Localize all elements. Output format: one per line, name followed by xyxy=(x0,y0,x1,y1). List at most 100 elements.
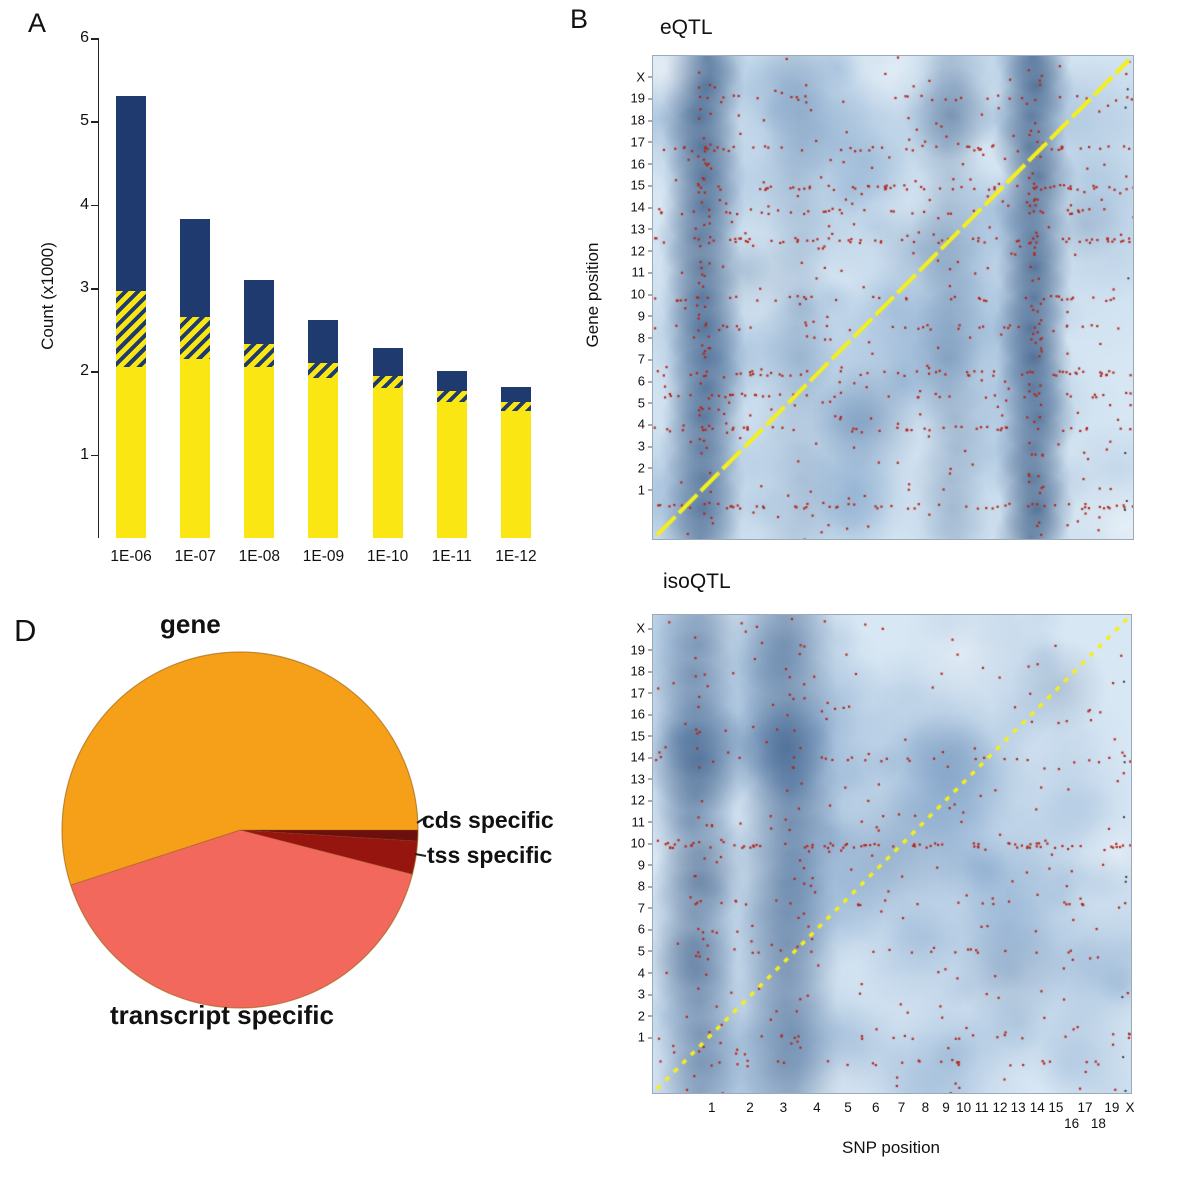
bar-group: 1E-11 xyxy=(420,38,484,565)
pie-label-transcript-specific: transcript specific xyxy=(110,1000,334,1030)
heatmap-y-tick-8: 8 xyxy=(637,878,654,894)
bar-y-tick: 4 xyxy=(80,195,89,213)
heatmap-y-tick-1: 1 xyxy=(637,1029,654,1045)
heatmap-x-tick-3: 3 xyxy=(779,1100,788,1115)
heatmap-y-tick-10: 10 xyxy=(630,835,654,851)
heatmap-y-tick-5: 5 xyxy=(637,943,654,959)
snp-position-axis-ticks: 1 2 3 4 5 6 7 8 9 10 11 12 13 14 15 16 17 18 19 X xyxy=(652,1100,1135,1134)
tss-leader-line xyxy=(414,853,427,857)
heatmap-x-tick-8: 8 xyxy=(921,1100,930,1115)
eqtl-title: eQTL xyxy=(660,16,713,39)
bar-segment-hatched-segment xyxy=(116,290,147,368)
heatmap-y-tick-14: 14 xyxy=(630,749,654,765)
heatmap-y-tick-16: 16 xyxy=(630,706,654,722)
bar-segment-yellow-segment xyxy=(500,411,531,538)
bar-y-tickmark xyxy=(91,288,99,290)
bar-x-label: 1E-11 xyxy=(431,548,472,565)
heatmap-y-tick-8: 8 xyxy=(637,330,654,346)
pie-label-gene: gene xyxy=(160,609,221,639)
pie-outline xyxy=(61,651,419,1009)
heatmap-y-tick-16: 16 xyxy=(630,156,654,172)
bar-segment-yellow-segment xyxy=(180,358,211,538)
panel-d-letter: D xyxy=(14,613,37,648)
bar-stack xyxy=(436,370,467,538)
panel-b-letter: B xyxy=(570,4,589,34)
heatmap-y-tick-6: 6 xyxy=(637,921,654,937)
bar-y-tickmark xyxy=(91,371,99,373)
bar-group: 1E-06 xyxy=(99,38,163,565)
heatmap-y-tick-3: 3 xyxy=(637,438,654,454)
heatmap-y-tick-12: 12 xyxy=(630,792,654,808)
heatmap-x-tick-16: 16 xyxy=(1064,1116,1080,1131)
bar-y-tick: 2 xyxy=(80,362,89,380)
bar-chart-plot-area: 1E-06 1E-07 1E-08 1E-09 1E-10 1E-11 1E-12 1 2 3 4… xyxy=(80,29,548,565)
bar-group: 1E-09 xyxy=(291,38,355,565)
pie-chart xyxy=(55,635,615,1055)
eqtl-y-axis-ticks: X 19 18 17 16 15 14 13 12 11 10 9 8 7 6 5 4 3 2 1 xyxy=(617,55,654,538)
bar-segment-navy-segment xyxy=(372,348,403,376)
bar-segment-navy-segment xyxy=(180,218,211,318)
pie-label-tss-specific: tss specific xyxy=(427,842,553,868)
bar-segment-yellow-segment xyxy=(308,378,339,538)
bar-y-tickmark xyxy=(91,38,99,40)
bar-y-tick: 6 xyxy=(80,29,89,46)
cds-leader-line xyxy=(416,816,427,824)
heatmap-x-tick-7: 7 xyxy=(897,1100,906,1115)
bar-y-tick: 3 xyxy=(80,279,89,296)
panel-d: D gene cds specific tss specific transcr… xyxy=(0,595,600,1181)
heatmap-y-tick-18: 18 xyxy=(630,112,654,128)
panel-b-eqtl: B eQTL Gene position X 19 18 17 16 15 14 13 12 11… xyxy=(565,0,1181,590)
bar-segment-hatched-segment xyxy=(500,402,531,412)
heatmap-y-tick-9: 9 xyxy=(637,857,654,873)
heatmap-x-tick-10: 10 xyxy=(956,1100,972,1115)
heatmap-x-tick-19: 19 xyxy=(1104,1100,1120,1115)
heatmap-y-tick-5: 5 xyxy=(637,395,654,411)
heatmap-y-tick-3: 3 xyxy=(637,986,654,1002)
snp-position-axis-label: SNP position xyxy=(842,1138,940,1157)
bar-y-tick: 5 xyxy=(80,112,89,130)
heatmap-x-tick-13: 13 xyxy=(1010,1100,1026,1115)
bar-group: 1E-10 xyxy=(356,38,420,565)
eqtl-density-plot xyxy=(652,55,1134,540)
heatmap-y-tick-1: 1 xyxy=(637,482,654,498)
bar-group: 1E-12 xyxy=(484,38,548,565)
isoqtl-density-plot xyxy=(652,614,1132,1094)
bar-group: 1E-08 xyxy=(227,38,291,565)
bar-x-label: 1E-08 xyxy=(238,548,281,565)
pie-label-cds-specific: cds specific xyxy=(422,807,554,833)
bar-segment-yellow-segment xyxy=(436,402,467,538)
heatmap-y-tick-18: 18 xyxy=(630,663,654,679)
bar-y-tickmark xyxy=(91,204,99,207)
bar-segment-yellow-segment xyxy=(244,367,275,538)
bar-segment-navy-segment xyxy=(500,387,531,403)
heatmap-y-tick-7: 7 xyxy=(637,900,654,916)
bar-segment-hatched-segment xyxy=(308,363,339,378)
heatmap-y-tick-X: X xyxy=(636,620,653,636)
heatmap-x-tick-9: 9 xyxy=(942,1100,950,1115)
bar-segment-hatched-segment xyxy=(180,317,211,359)
bar-chart-y-axis-label: Count (x1000) xyxy=(38,242,57,350)
isoqtl-title: isoQTL xyxy=(663,570,731,593)
heatmap-y-tick-4: 4 xyxy=(637,965,654,980)
heatmap-x-tick-18: 18 xyxy=(1090,1116,1106,1131)
bar-stack xyxy=(372,348,403,538)
panel-a: A Count (x1000) 1E-06 1E-07 1E-08 1E-09 1E-1… xyxy=(18,6,578,606)
bar-segment-hatched-segment xyxy=(436,391,467,403)
heatmap-y-tick-7: 7 xyxy=(637,351,654,367)
heatmap-x-tick-12: 12 xyxy=(992,1100,1008,1115)
heatmap-y-tick-13: 13 xyxy=(630,221,654,237)
heatmap-x-tick-17: 17 xyxy=(1077,1100,1093,1115)
isoqtl-y-axis-ticks: X 19 18 17 16 15 14 13 12 11 10 9 8 7 6 5 4 3 2 1 xyxy=(617,614,654,1092)
bar-segment-hatched-segment xyxy=(372,375,403,388)
panel-a-letter: A xyxy=(28,8,47,38)
heatmap-y-tick-12: 12 xyxy=(630,243,654,259)
bar-segment-navy-segment xyxy=(436,370,467,392)
heatmap-y-tick-2: 2 xyxy=(637,460,654,476)
bar-segment-navy-segment xyxy=(116,96,147,291)
heatmap-x-tick-15: 15 xyxy=(1048,1100,1064,1115)
heatmap-y-tick-19: 19 xyxy=(630,90,654,106)
bar-group: 1E-07 xyxy=(163,38,227,565)
heatmap-y-tick-11: 11 xyxy=(631,814,653,830)
